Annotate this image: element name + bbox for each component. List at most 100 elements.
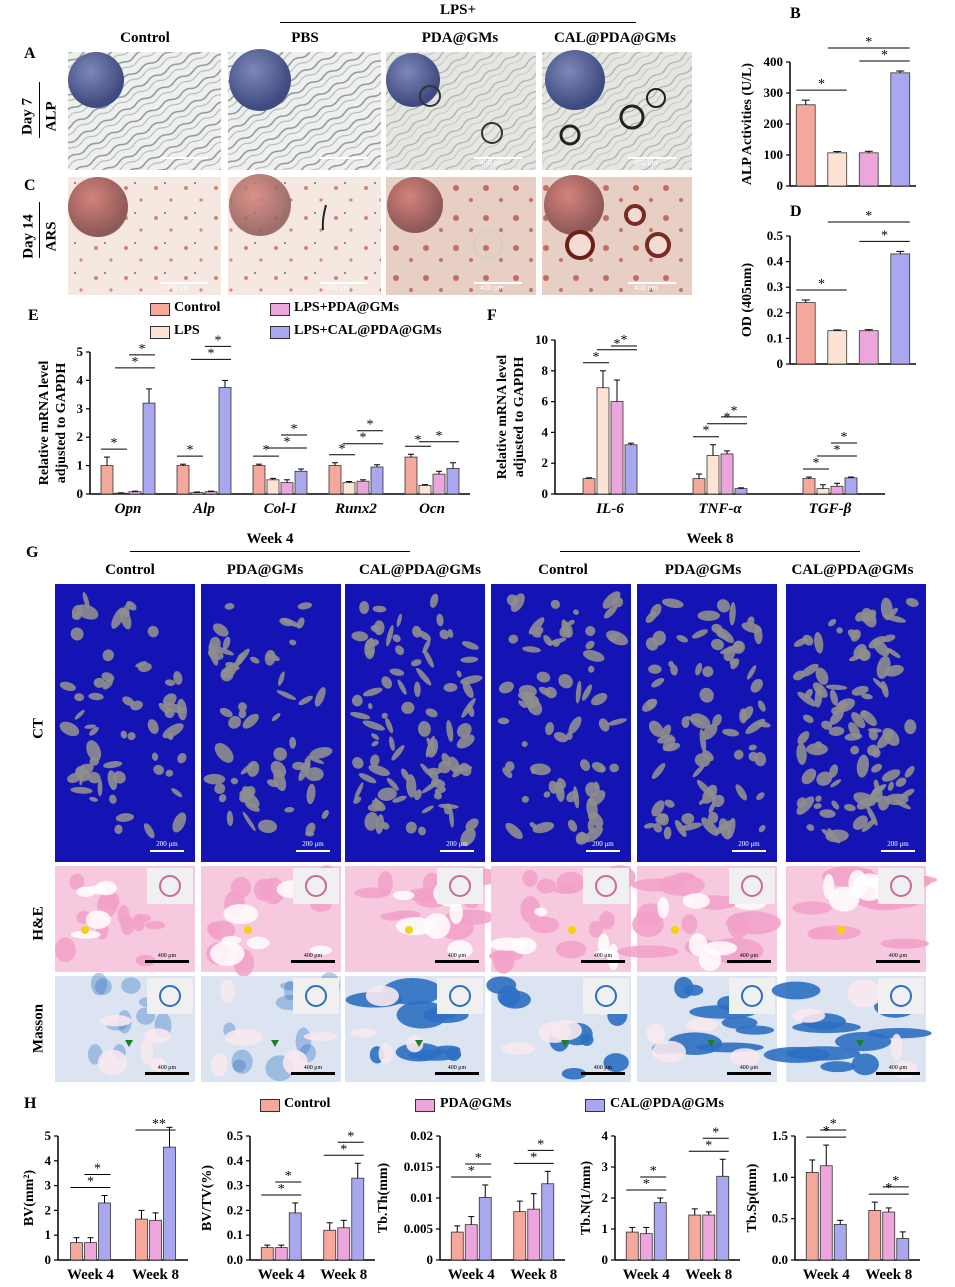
ct-trabecula bbox=[872, 638, 890, 657]
ct-trabecula bbox=[359, 600, 370, 615]
x-tick-label: Alp bbox=[192, 501, 215, 517]
ct-trabecula bbox=[881, 769, 901, 782]
ct-trabecula bbox=[153, 764, 165, 775]
x-tick-label: TNF-α bbox=[698, 501, 742, 517]
masson-bone bbox=[561, 1067, 587, 1080]
ct-trabecula bbox=[392, 634, 401, 643]
he-marrow-space bbox=[534, 907, 548, 916]
significance-star: * bbox=[278, 1182, 285, 1197]
ct-trabecula bbox=[643, 823, 655, 829]
ct-trabecula bbox=[111, 607, 125, 629]
y-tick-label: 0.1 bbox=[767, 330, 783, 345]
he-marrow-space bbox=[688, 933, 708, 956]
he-marrow-space bbox=[85, 910, 111, 930]
ct-trabecula bbox=[821, 720, 833, 730]
ct-trabecula bbox=[165, 769, 174, 777]
masson-marrow-space bbox=[149, 1057, 167, 1072]
ct-trabecula bbox=[417, 630, 431, 641]
bar-Control bbox=[404, 456, 418, 495]
bar-LPS+PDA@GMs bbox=[830, 485, 844, 495]
ct-trabecula bbox=[612, 596, 624, 608]
ct-trabecula bbox=[443, 683, 458, 692]
significance-star: * bbox=[881, 228, 888, 243]
he-scale-text: 400 μm bbox=[158, 953, 177, 959]
masson-bone bbox=[580, 1033, 594, 1047]
bar-LPS bbox=[596, 387, 610, 495]
g-col-control-w8: Control bbox=[538, 562, 588, 578]
ct-trabecula bbox=[797, 691, 817, 707]
significance-star: * bbox=[339, 442, 346, 457]
masson-bone bbox=[674, 976, 694, 999]
ct-trabecula bbox=[812, 682, 828, 698]
bar-LPS+PDA@GMs bbox=[432, 473, 446, 495]
ct-trabecula bbox=[414, 789, 422, 801]
ct-trabecula bbox=[748, 744, 757, 751]
significance-star: * bbox=[475, 1151, 482, 1166]
ct-trabecula bbox=[127, 732, 136, 741]
bar-LPS bbox=[190, 492, 204, 495]
y-tick-label: 0.0 bbox=[227, 1252, 243, 1267]
he-bone bbox=[553, 885, 577, 894]
bar-PDA@GMs bbox=[84, 1242, 97, 1261]
ct-trabecula bbox=[212, 623, 229, 637]
he-bone bbox=[145, 921, 166, 930]
ct-trabecula bbox=[370, 754, 380, 767]
ct-trabecula bbox=[221, 664, 237, 679]
yellow-marker bbox=[405, 926, 413, 934]
ct-trabecula bbox=[70, 627, 84, 641]
ct-trabecula bbox=[151, 752, 159, 761]
ct-trabecula bbox=[550, 599, 560, 609]
masson-marrow-space bbox=[224, 1029, 263, 1046]
ct-trabecula bbox=[242, 713, 259, 729]
bar-CAL@PDA@GMs bbox=[163, 1146, 176, 1261]
legend-e-swatch-lps bbox=[150, 326, 170, 339]
masson-inset bbox=[583, 978, 629, 1014]
bar-LPS+CAL@PDA@GMs bbox=[142, 402, 156, 495]
ct-trabecula bbox=[530, 763, 551, 776]
ct-trabecula bbox=[710, 638, 724, 651]
col-header-control: Control bbox=[120, 30, 170, 46]
ct-trabecula bbox=[548, 780, 558, 794]
significance-star: * bbox=[87, 1175, 94, 1190]
bar-LPS+CAL@PDA@GMs bbox=[624, 444, 638, 495]
ct-scale-bar bbox=[150, 850, 184, 852]
ct-trabecula bbox=[75, 766, 91, 782]
ct-trabecula bbox=[214, 646, 234, 656]
ct-trabecula bbox=[447, 629, 454, 638]
ct-trabecula bbox=[425, 735, 435, 758]
ct-trabecula bbox=[853, 792, 876, 807]
he-inset-section bbox=[595, 875, 617, 897]
y-tick-label: 300 bbox=[764, 85, 784, 100]
bar-Control bbox=[323, 1229, 337, 1261]
ct-trabecula bbox=[71, 612, 82, 620]
ct-trabecula bbox=[819, 809, 836, 818]
masson-bone bbox=[232, 1059, 246, 1072]
masson-marrow-space bbox=[365, 985, 399, 1007]
ct-trabecula bbox=[351, 694, 363, 707]
ct-trabecula bbox=[880, 680, 889, 698]
he-bone bbox=[536, 878, 557, 894]
he-bone bbox=[489, 950, 523, 962]
masson-marrow-space bbox=[646, 1023, 666, 1044]
ct-trabecula bbox=[367, 803, 382, 812]
bar-Control bbox=[802, 478, 816, 495]
bar-LPS bbox=[816, 488, 830, 495]
bar bbox=[795, 104, 816, 187]
he-marrow-space bbox=[210, 941, 245, 966]
ct-trabecula bbox=[59, 681, 76, 691]
ct-trabecula bbox=[164, 679, 176, 686]
legend-e-label-control: Control bbox=[174, 300, 221, 315]
bar-CAL@PDA@GMs bbox=[288, 1212, 302, 1261]
ct-trabecula bbox=[163, 702, 185, 713]
bar-Control bbox=[260, 1247, 274, 1261]
significance-star: * bbox=[712, 1125, 719, 1140]
ct-trabecula bbox=[543, 635, 553, 647]
ct-trabecula bbox=[887, 781, 894, 792]
ct-trabecula bbox=[882, 634, 896, 643]
ct-trabecula bbox=[278, 671, 285, 686]
ct-trabecula bbox=[510, 593, 525, 612]
col-header-pda: PDA@GMs bbox=[421, 30, 499, 46]
ct-trabecula bbox=[292, 761, 305, 771]
ct-trabecula bbox=[653, 823, 663, 833]
